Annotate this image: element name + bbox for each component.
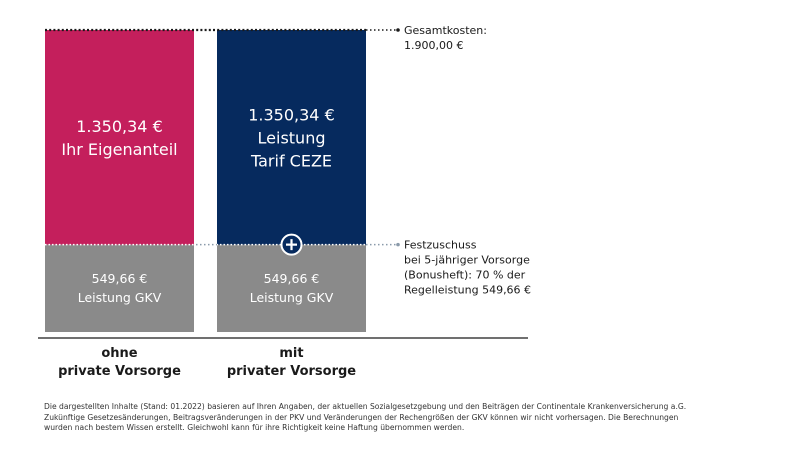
bar-data-label: Leistung GKV <box>78 290 162 305</box>
category-label: ohne <box>101 346 137 361</box>
annotation-text: Regelleistung 549,66 € <box>404 284 531 297</box>
footnote-line: wurden nach bestem Wissen erstellt. Glei… <box>44 423 465 432</box>
footnote: Die dargestellten Inhalte (Stand: 01.202… <box>44 402 764 434</box>
bar-data-label: Tarif CEZE <box>250 151 332 170</box>
total-leader-dot <box>396 28 400 32</box>
annotation-text: (Bonusheft): 70 % der <box>404 269 526 282</box>
bar-segment-gkv <box>217 244 366 332</box>
annotation-text: bei 5-jähriger Vorsorge <box>404 254 530 267</box>
category-label: privater Vorsorge <box>227 364 356 379</box>
bar-data-label: Leistung <box>258 128 326 147</box>
bar-data-label: 549,66 € <box>92 271 148 286</box>
annotation-text: Festzuschuss <box>404 239 477 252</box>
bar-data-label: Leistung GKV <box>250 290 334 305</box>
bar-segment-upper <box>217 30 366 245</box>
bar-data-label: Ihr Eigenanteil <box>61 140 177 159</box>
subsidy-leader-dot <box>396 242 400 247</box>
bar-data-label: 549,66 € <box>264 271 320 286</box>
bar-data-label: 1.350,34 € <box>76 117 163 136</box>
bar-data-label: 1.350,34 € <box>248 105 335 124</box>
category-label: mit <box>279 346 303 361</box>
footnote-line: Die dargestellten Inhalte (Stand: 01.202… <box>44 402 687 411</box>
annotation-text: Gesamtkosten: <box>404 24 487 37</box>
bar-segment-upper <box>45 30 194 245</box>
bar-segment-gkv <box>45 244 194 332</box>
category-label: private Vorsorge <box>58 364 181 379</box>
footnote-line: Zukünftige Gesetzesänderungen, Beitragsv… <box>44 412 679 422</box>
annotation-text: 1.900,00 € <box>404 39 463 52</box>
